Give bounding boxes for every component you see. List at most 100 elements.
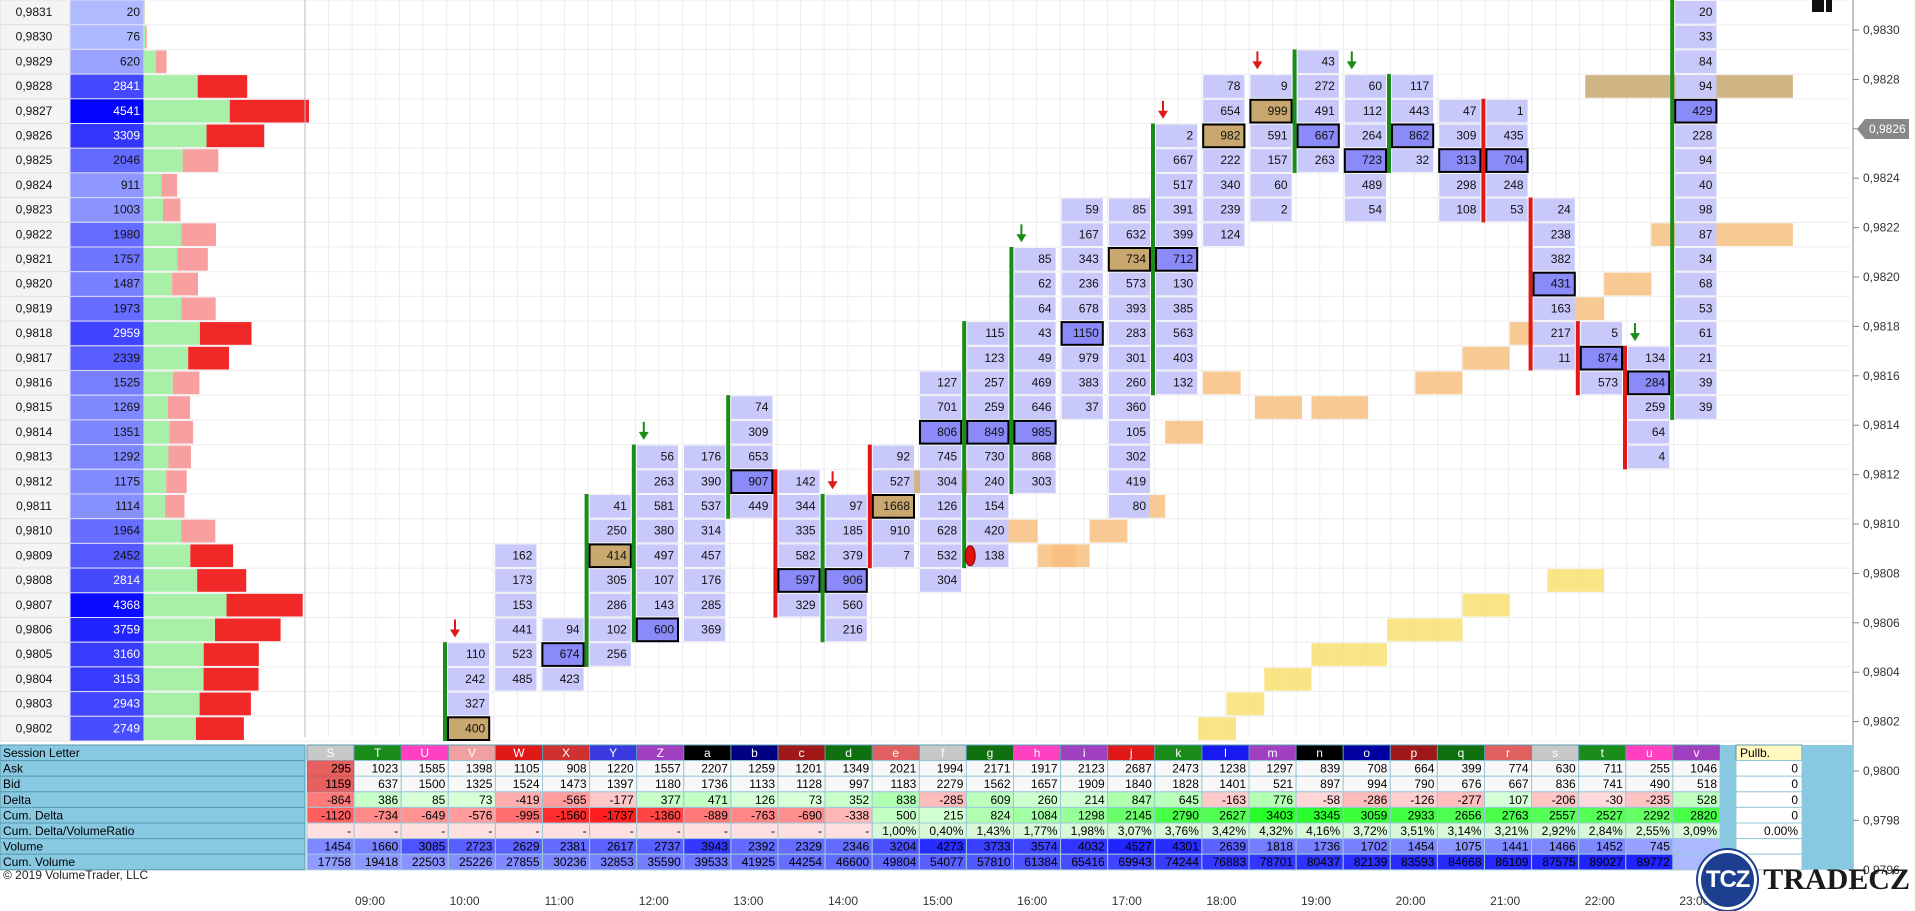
- stats-cell-value: 2,55%: [1636, 824, 1670, 838]
- footprint-cell: [1344, 124, 1386, 148]
- signal-arrow-head-icon: [450, 629, 460, 638]
- footprint-cell-value: 340: [1220, 178, 1240, 192]
- stats-cell-value: 83593: [1401, 855, 1435, 869]
- footprint-cell: [1061, 297, 1103, 321]
- footprint-cell: [1532, 271, 1576, 297]
- profile-bid-bar: [172, 371, 200, 395]
- footprint-cell-value: 94: [566, 623, 580, 637]
- right-axis-label: 0,9800: [1863, 764, 1900, 778]
- footprint-cell-value: 419: [1126, 474, 1146, 488]
- footprint-cell: [967, 322, 1009, 345]
- footprint-cell: [589, 593, 631, 617]
- footprint-cell: [1533, 198, 1575, 222]
- price-ladder-label: 0,9828: [16, 79, 53, 93]
- stats-cell-value: 2933: [1408, 808, 1435, 822]
- stats-cell-value: 664: [1414, 762, 1434, 776]
- stats-cell-value: 490: [1650, 777, 1670, 791]
- footprint-cell-value: 157: [1268, 153, 1288, 167]
- profile-volume-cell: [69, 394, 145, 421]
- footprint-cell: [1344, 198, 1386, 222]
- profile-bid-bar: [182, 149, 219, 172]
- footprint-cell-value: 216: [843, 623, 863, 637]
- footprint-cell: [1439, 198, 1481, 222]
- session-letter-label: o: [1363, 746, 1370, 760]
- profile-volume-label: 1525: [113, 376, 140, 390]
- footprint-cell-value: 259: [984, 400, 1004, 414]
- profile-volume-cell: [69, 271, 145, 297]
- footprint-cell-value: 441: [512, 623, 532, 637]
- stats-cell-value: 57810: [977, 855, 1011, 869]
- price-ladder-cell: [0, 172, 71, 199]
- stats-cell-value: 1840: [1125, 777, 1152, 791]
- stats-highlight: [307, 760, 355, 777]
- stats-cell-value: 35590: [647, 855, 681, 869]
- stats-cell-value: 1909: [1078, 777, 1105, 791]
- footprint-cell-value: 11: [1558, 351, 1571, 365]
- footprint-cell-value: 1150: [1073, 326, 1099, 340]
- footprint-cell-value: 600: [654, 623, 674, 637]
- footprint-cell: [684, 569, 726, 592]
- stats-cell-value: -285: [939, 793, 963, 807]
- stats-cell-value: 2557: [1549, 808, 1576, 822]
- footprint-cell-value: 335: [796, 524, 816, 538]
- signal-arrow-head-icon: [827, 481, 838, 490]
- footprint-cell-value: 85: [1133, 203, 1147, 217]
- footprint-cell: [778, 519, 820, 543]
- stats-cell-value: 2381: [560, 840, 587, 854]
- footprint-cell: [1533, 346, 1575, 370]
- footprint-cell: [872, 519, 914, 543]
- footprint-cell: [1108, 495, 1150, 518]
- footprint-cell: [1486, 99, 1528, 123]
- right-axis-label: 0,9828: [1863, 72, 1900, 86]
- stats-cell-value: 2629: [513, 840, 540, 854]
- column-direction-bar: [1623, 345, 1627, 470]
- column-direction-bar: [820, 494, 825, 643]
- column-direction-bar: [726, 395, 731, 519]
- profile-volume-label: 2814: [113, 573, 140, 587]
- footprint-cell-value: 98: [1699, 203, 1713, 217]
- copyright-text: © 2019 VolumeTrader, LLC: [3, 868, 149, 882]
- footprint-cell-value: 115: [985, 326, 1004, 340]
- footprint-cell-value: 33: [1699, 30, 1713, 44]
- footprint-cell-value: 272: [1315, 79, 1335, 93]
- footprint-cell: [1344, 173, 1386, 197]
- footprint-cell: [1014, 470, 1056, 493]
- footprint-cell: [636, 519, 678, 543]
- price-ladder-label: 0,9814: [16, 425, 53, 439]
- session-letter-label: b: [751, 746, 758, 760]
- footprint-cell: [636, 569, 678, 592]
- signal-arrow-head-icon: [1630, 333, 1640, 342]
- stats-cell-value: 89027: [1589, 855, 1623, 869]
- stats-cell-value: 41925: [742, 855, 776, 869]
- stats-cell-value: 741: [1603, 777, 1623, 791]
- footprint-cell-value: 117: [1410, 79, 1429, 93]
- stats-cell-value: -163: [1222, 793, 1246, 807]
- footprint-cell: [1108, 396, 1150, 419]
- footprint-cell-value: 138: [984, 548, 1004, 562]
- footprint-cell: [1392, 99, 1434, 123]
- footprint-cell-value: 94: [1699, 79, 1713, 93]
- footprint-cell-value: 399: [1173, 227, 1193, 241]
- footprint-cell: [1108, 223, 1150, 246]
- footprint-cell: [825, 519, 867, 543]
- footprint-cell: [589, 495, 631, 518]
- profile-ask-bar: [144, 618, 216, 642]
- footprint-cell: [967, 495, 1009, 518]
- footprint-cell: [1108, 470, 1150, 493]
- footprint-cell-value: 343: [1079, 252, 1099, 266]
- profile-bid-bar: [165, 495, 185, 518]
- footprint-cell-value: 979: [1079, 351, 1099, 365]
- stats-cell-value: 790: [1414, 777, 1434, 791]
- footprint-cell-value: 37: [1085, 400, 1099, 414]
- footprint-cell: [448, 692, 490, 716]
- profile-ask-bar: [144, 99, 230, 123]
- footprint-cell: [731, 495, 773, 518]
- footprint-cell: [872, 470, 914, 493]
- footprint-cell-value: 414: [607, 548, 627, 562]
- footprint-cell-value: 108: [1456, 203, 1476, 217]
- stats-row-label-cell: [0, 838, 306, 855]
- stats-cell-value: 711: [1604, 762, 1623, 776]
- footprint-cell-value: 469: [1032, 376, 1052, 390]
- value-area-band: [1547, 569, 1605, 592]
- stats-cell-value: 3085: [419, 840, 446, 854]
